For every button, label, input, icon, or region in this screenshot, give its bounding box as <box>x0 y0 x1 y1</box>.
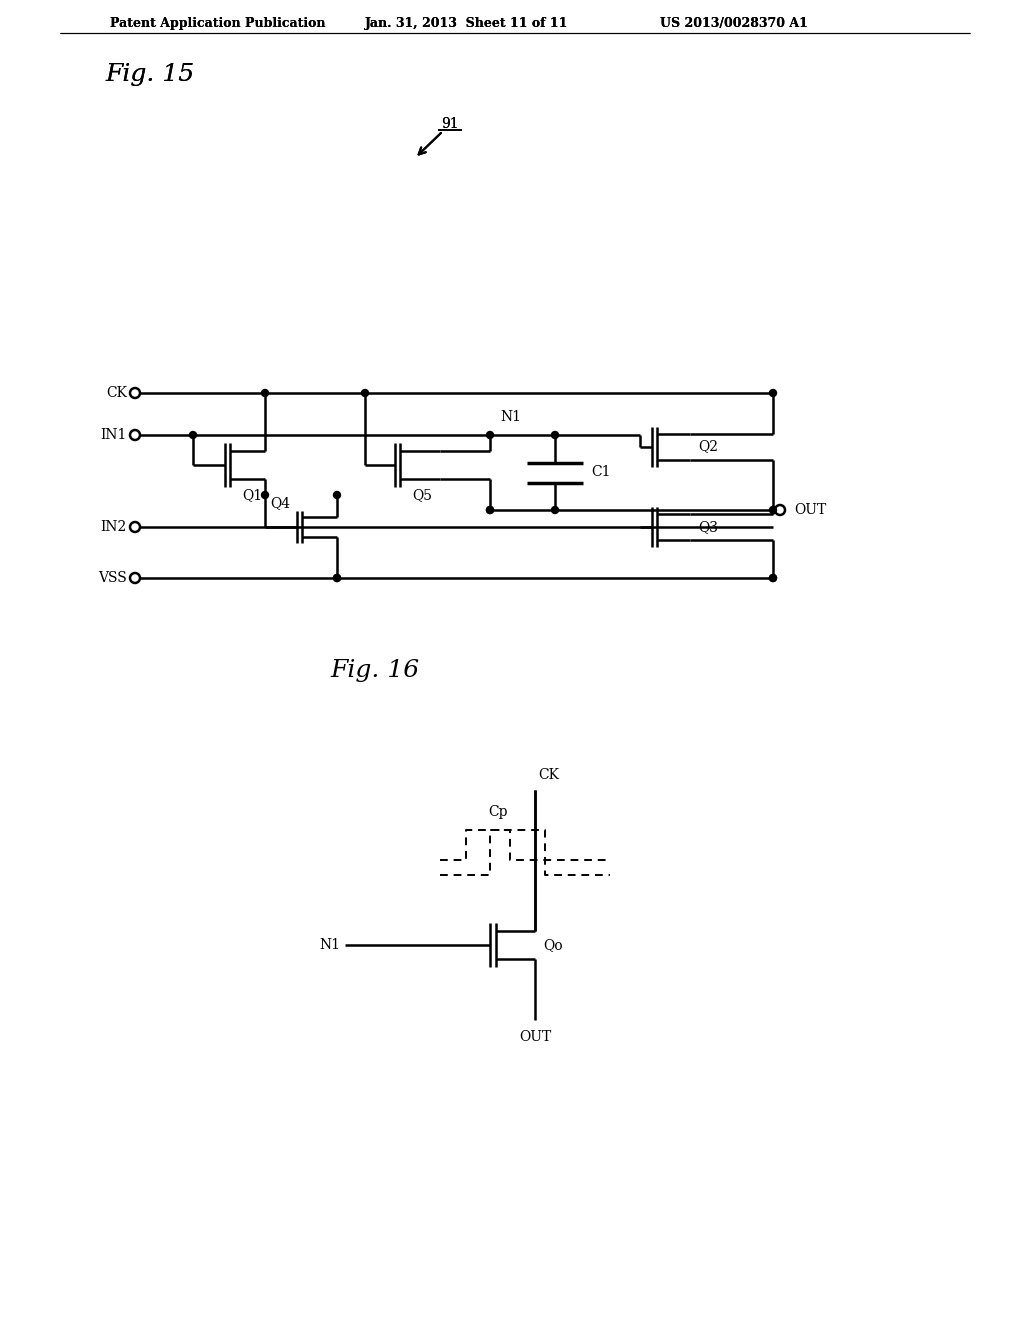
Circle shape <box>769 389 776 396</box>
Text: Q3: Q3 <box>698 520 718 535</box>
Circle shape <box>769 574 776 582</box>
Text: Patent Application Publication: Patent Application Publication <box>110 16 326 29</box>
Text: OUT: OUT <box>794 503 826 517</box>
Text: IN1: IN1 <box>100 428 127 442</box>
Text: Jan. 31, 2013  Sheet 11 of 11: Jan. 31, 2013 Sheet 11 of 11 <box>365 16 568 29</box>
Circle shape <box>334 574 341 582</box>
Text: Q2: Q2 <box>698 440 718 454</box>
Text: Cp: Cp <box>488 805 508 818</box>
Text: N1: N1 <box>500 411 521 424</box>
Text: Jan. 31, 2013  Sheet 11 of 11: Jan. 31, 2013 Sheet 11 of 11 <box>365 16 568 29</box>
Text: IN2: IN2 <box>100 520 127 535</box>
Text: 91: 91 <box>441 117 459 131</box>
Text: 91: 91 <box>441 117 459 131</box>
Circle shape <box>486 432 494 438</box>
Circle shape <box>552 432 558 438</box>
Text: OUT: OUT <box>519 1030 551 1044</box>
Text: N1: N1 <box>319 939 340 952</box>
Circle shape <box>769 574 776 582</box>
Circle shape <box>361 389 369 396</box>
Circle shape <box>769 507 776 513</box>
Circle shape <box>334 491 341 499</box>
Text: C1: C1 <box>591 466 610 479</box>
Text: CK: CK <box>538 768 559 781</box>
Circle shape <box>486 507 494 513</box>
Text: Q1: Q1 <box>242 488 262 502</box>
Text: VSS: VSS <box>98 572 127 585</box>
Text: US 2013/0028370 A1: US 2013/0028370 A1 <box>660 16 808 29</box>
Text: Q5: Q5 <box>412 488 432 502</box>
Circle shape <box>486 507 494 513</box>
Text: CK: CK <box>106 385 127 400</box>
Circle shape <box>334 574 341 582</box>
Text: Fig. 16: Fig. 16 <box>330 659 419 681</box>
Text: Qo: Qo <box>543 939 562 952</box>
Text: Patent Application Publication: Patent Application Publication <box>110 16 326 29</box>
Text: Fig. 15: Fig. 15 <box>105 63 195 87</box>
Text: US 2013/0028370 A1: US 2013/0028370 A1 <box>660 16 808 29</box>
Text: Fig. 15: Fig. 15 <box>105 63 195 87</box>
Text: Q4: Q4 <box>270 496 290 510</box>
Circle shape <box>552 507 558 513</box>
Circle shape <box>189 432 197 438</box>
Circle shape <box>261 491 268 499</box>
Circle shape <box>261 389 268 396</box>
